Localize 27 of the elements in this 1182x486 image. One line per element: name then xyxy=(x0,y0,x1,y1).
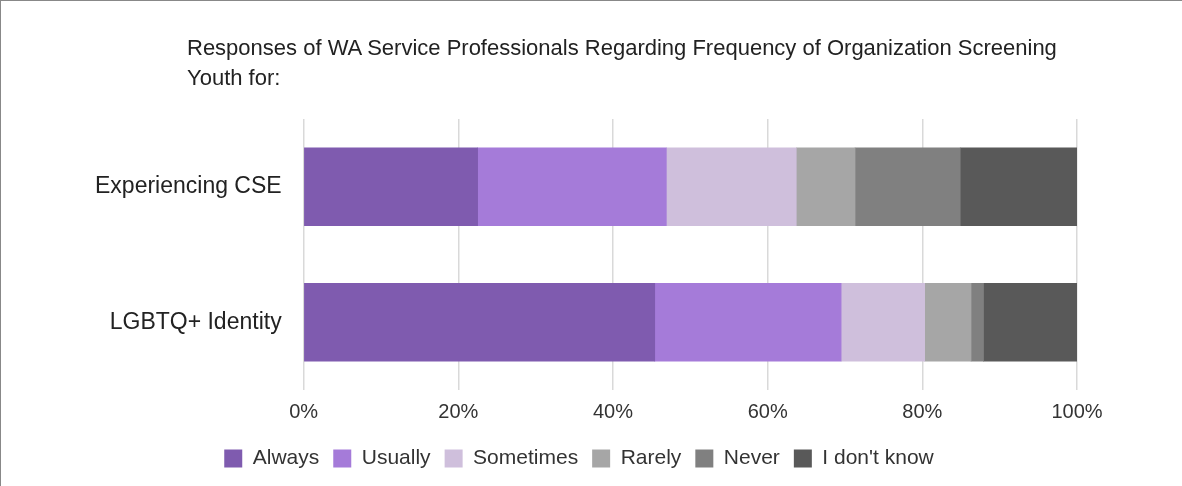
bar xyxy=(970,282,984,362)
bar xyxy=(959,147,1077,227)
x-tick-label: 0% xyxy=(289,399,319,422)
legend-label: Sometimes xyxy=(473,445,579,469)
legend-label: Never xyxy=(723,445,780,469)
legend-label: Rarely xyxy=(620,445,682,469)
bar xyxy=(304,282,656,362)
x-tick-label: 20% xyxy=(438,399,479,422)
bar xyxy=(795,147,856,227)
x-tick-label: 40% xyxy=(592,399,634,422)
bar xyxy=(654,282,842,362)
bar xyxy=(477,147,667,227)
chart-title: Responses of WA Service Professionals Regarding Frequency of Organization Screening Youth for: xyxy=(187,34,1058,92)
bar xyxy=(666,147,797,227)
y-tick-label: Experiencing CSE xyxy=(94,172,282,199)
legend-label: I don't know xyxy=(822,445,935,469)
x-tick-label: 60% xyxy=(747,399,788,422)
x-tick-label: 80% xyxy=(902,399,943,422)
y-tick-label: LGBTQ+ Identity xyxy=(109,307,283,334)
x-tick-label: 100% xyxy=(1051,399,1103,422)
bar xyxy=(983,282,1077,362)
bar xyxy=(924,282,972,362)
legend-label: Always xyxy=(252,445,320,469)
bar xyxy=(304,147,478,227)
legend-label: Usually xyxy=(361,445,432,469)
bar xyxy=(840,282,925,362)
bar xyxy=(854,147,961,227)
